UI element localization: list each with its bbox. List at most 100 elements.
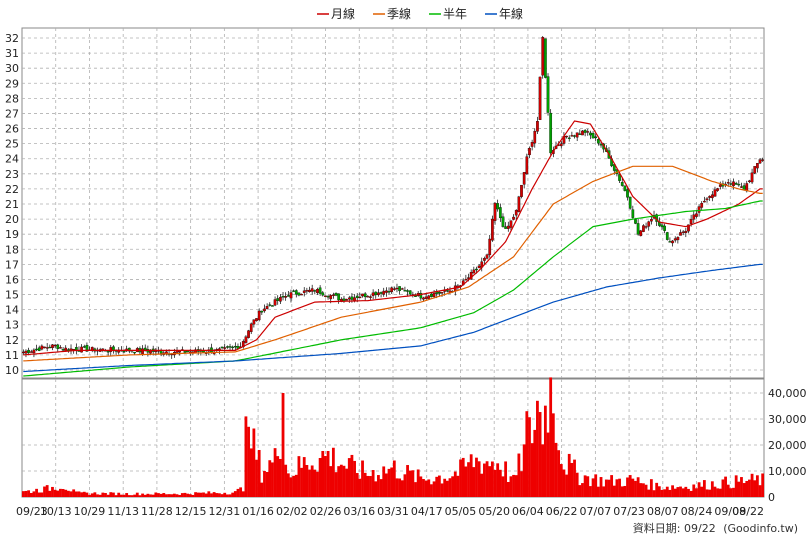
candle-body (175, 350, 179, 353)
volume-bar (202, 492, 205, 497)
candle-body (639, 230, 643, 237)
price-tick-label: 29 (5, 77, 19, 90)
candle-body (544, 38, 547, 78)
candle-body (382, 290, 386, 295)
candle-body (472, 269, 476, 274)
candle-body (80, 346, 83, 353)
volume-bar (461, 457, 465, 497)
date-tick-label: 03/31 (377, 505, 409, 518)
volume-bar (106, 494, 110, 497)
volume-bar (422, 479, 425, 497)
volume-bar (758, 485, 762, 497)
candle-body (387, 290, 391, 293)
volume-bar (559, 464, 563, 497)
candle-body (82, 346, 86, 348)
volume-bar (475, 457, 478, 497)
volume-bar (750, 473, 754, 497)
volume-bar (737, 481, 741, 497)
candle-body (634, 219, 637, 224)
volume-bar (657, 486, 661, 497)
candle-body (233, 345, 237, 348)
volume-bar (112, 492, 115, 497)
price-grid (21, 27, 765, 379)
volume-bar (143, 494, 147, 497)
volume-bar (186, 493, 190, 497)
price-tick-label: 22 (5, 183, 19, 196)
volume-bar (416, 469, 420, 497)
volume-bar (170, 494, 174, 497)
volume-tick-label: 20,000 (768, 439, 807, 452)
volume-bar (403, 474, 407, 497)
volume-bar (175, 494, 179, 497)
candle-body (432, 293, 436, 297)
volume-bar (297, 456, 301, 497)
volume-bar (689, 490, 693, 497)
candle-body (408, 290, 412, 295)
volume-bar (390, 467, 394, 497)
volume-bar (528, 417, 531, 497)
price-tick-label: 19 (5, 228, 19, 241)
legend-label: 季線 (387, 6, 411, 21)
volume-bar (575, 472, 579, 497)
volume-bar (260, 482, 264, 497)
volume-bar (220, 494, 224, 497)
volume-bar (453, 471, 457, 497)
candle-body (141, 348, 144, 355)
volume-bar (724, 476, 727, 497)
legend: 月線 季線 半年 年線 (317, 6, 523, 21)
price-tick-label: 10 (5, 364, 19, 377)
volume-tick-label: 0 (768, 491, 775, 504)
volume-bar (607, 479, 611, 497)
volume-bar (695, 488, 698, 497)
candle-body (663, 225, 666, 231)
volume-bar (125, 493, 129, 497)
price-tick-label: 20 (5, 213, 19, 226)
volume-bar (729, 488, 733, 497)
volume-bar (294, 474, 298, 497)
volume-bar (679, 486, 682, 497)
volume-bar (114, 495, 118, 497)
candle-body (650, 219, 653, 222)
candle-body (249, 323, 253, 332)
candle-body (644, 226, 648, 228)
candle-body (347, 297, 351, 300)
volume-bar (660, 489, 664, 497)
candle-body (668, 241, 672, 243)
volume-bar (551, 413, 555, 497)
volume-bar (345, 468, 349, 497)
candle-body (321, 292, 325, 296)
volume-bar (331, 447, 335, 497)
candle-body (549, 112, 553, 154)
candle-body (106, 351, 110, 353)
price-tick-label: 24 (5, 153, 19, 166)
volume-bar (557, 450, 561, 497)
volume-bar (172, 493, 176, 497)
volume-bar (268, 460, 272, 497)
candle-body (400, 288, 404, 290)
volume-bar (257, 449, 261, 497)
volume-bar (440, 483, 444, 497)
volume-bar (753, 480, 757, 497)
candle-body (369, 296, 372, 298)
volume-bar (435, 476, 439, 497)
candle-body (509, 220, 513, 228)
date-tick-label: 03/16 (343, 505, 375, 518)
candle-body (289, 292, 293, 299)
candle-body (318, 287, 322, 294)
candle-body (395, 287, 399, 290)
volume-bar (400, 480, 404, 497)
candle-body (488, 238, 492, 256)
volume-bar (276, 456, 280, 497)
volume-bar (395, 478, 399, 497)
candle-body (398, 286, 401, 292)
volume-bar (501, 476, 505, 497)
volume-bar (339, 464, 343, 497)
date-tick-label: 10/13 (40, 505, 72, 518)
volume-bar (628, 475, 632, 497)
volume-bar (496, 463, 500, 497)
volume-bar (271, 462, 274, 497)
candle-body (284, 296, 288, 298)
volume-bar (755, 475, 759, 497)
candle-body (43, 346, 46, 349)
volume-bar (24, 490, 28, 497)
